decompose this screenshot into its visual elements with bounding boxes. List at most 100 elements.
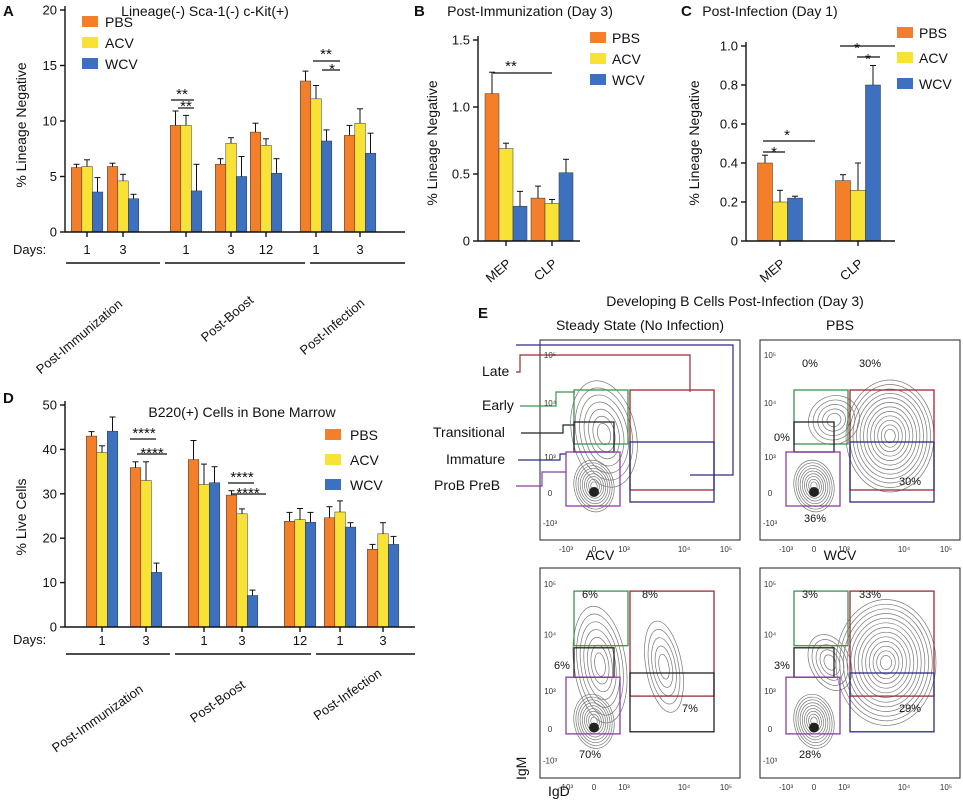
flow-y-tick-1-1: 10⁴ [764, 399, 777, 408]
panel-c-significance: * * * * [763, 40, 895, 161]
flow-gate-early-1 [793, 389, 849, 445]
flow-x-tick-3-3: 10⁴ [898, 783, 911, 792]
gate-label-immature: Immature [446, 451, 505, 467]
y-tick-label-c-4: 0.8 [720, 78, 738, 93]
gate-connector-prob [516, 471, 566, 487]
x-tick-label-d-2: 1 [200, 633, 207, 648]
flow-contour-mature-3-3 [846, 613, 926, 712]
flow-contour-mid-0-4 [588, 408, 620, 460]
flow-contour-core-1-1 [795, 462, 833, 510]
flow-y-tick-3-4: -10³ [763, 756, 778, 765]
panel-letter-a: A [3, 3, 14, 20]
flow-y-tick-1-2: 10³ [764, 453, 776, 462]
bar-d-pbs-2 [188, 459, 200, 628]
bar-d-pbs-1 [130, 467, 142, 628]
bar-d-acv-4 [294, 519, 306, 628]
sig-mark-c-2: * [854, 40, 860, 57]
x-tick-label-a-4: 12 [259, 242, 273, 257]
flow-contour-core-0-0 [573, 459, 615, 513]
flow-contour-mature-1-11 [884, 428, 896, 444]
panel-c-legend-acv: ACV [919, 50, 948, 66]
flow-contour-neck-1-0 [808, 395, 860, 445]
flow-contour-core-1-3 [799, 467, 829, 505]
flow-plot-steady-state [539, 339, 741, 541]
flow-y-tick-3-2: 10³ [764, 687, 776, 696]
flow-contour-core-3-2 [797, 699, 831, 744]
panel-d-y-label: % Live Cells [13, 478, 29, 555]
flow-contour-mature-2-2 [651, 637, 677, 697]
x-tick-label-a-0: 1 [83, 242, 90, 257]
flow-x-tick-0-4: 10⁵ [720, 545, 732, 554]
flow-contour-mature-1-4 [859, 397, 921, 475]
bar-d-acv-2 [198, 484, 210, 628]
flow-contour-core-2-1 [575, 696, 613, 746]
flow-plot-content-3: -10³ 0 10³ 10⁴ 10⁵ 10⁵ 10⁴ 10³ 0 -10³ 3% 33% 3% 29% 28… [763, 580, 952, 792]
group-label-a-1: Post-Boost [198, 292, 257, 345]
flow-percent-1-4: 36% [804, 513, 826, 525]
bar-d-pbs-6 [367, 549, 379, 628]
panel-c-bars [757, 84, 881, 242]
panel-b-title: Post-Immunization (Day 3) [447, 3, 613, 19]
flow-y-tick-3-1: 10⁴ [764, 630, 777, 639]
x-tick-label-a-2: 1 [182, 242, 189, 257]
flow-gate-early-2 [573, 590, 629, 647]
flow-contour-neck-3-0 [807, 634, 853, 691]
gate-connector-immature-dn [516, 344, 734, 476]
bar-a-wcv-5 [321, 140, 333, 233]
flow-percent-1-3: 30% [899, 476, 921, 488]
panel-b-y-label: % Lineage Negative [424, 80, 440, 206]
x-tick-label-d-3: 3 [238, 633, 245, 648]
flow-contour-mature-2-4 [658, 653, 670, 680]
y-tick-label-c-0: 0 [731, 234, 738, 249]
y-tick-label-d-5: 50 [43, 398, 57, 413]
bar-d-wcv-0 [107, 430, 119, 628]
group-label-d-1: Post-Boost [187, 677, 248, 726]
flow-contour-mature-1-6 [866, 406, 914, 466]
flow-contour-neck-1-4 [826, 412, 842, 428]
x-tick-label-d-6: 3 [379, 633, 386, 648]
flow-contour-mature-3-9 [868, 641, 904, 684]
flow-contour-mid-0-0 [570, 380, 638, 488]
panel-letter-d: D [3, 390, 14, 407]
flow-gate-late-0 [629, 389, 715, 491]
gate-label-prob-preb: ProB PreB [434, 477, 500, 493]
panel-b-significance: ** [493, 58, 552, 75]
sig-mark-a-2: ** [320, 46, 332, 63]
group-label-a-0: Post-Immunization [33, 296, 125, 377]
flow-contours-3 [793, 599, 937, 749]
flow-y-tick-3-3: 0 [768, 725, 773, 734]
flow-x-tick-3-4: 10⁵ [940, 783, 952, 792]
flow-plot-pbs [759, 339, 961, 541]
flow-contour-mid-0-1 [574, 387, 634, 481]
flow-y-tick-0-0: 10⁵ [544, 351, 556, 360]
flow-contour-core-1-4 [801, 470, 827, 502]
flow-x-tick-2-1: 0 [592, 783, 597, 792]
y-tick-label-d-4: 40 [43, 442, 57, 457]
flow-gate-prob-0 [565, 451, 621, 507]
flow-plot-content-2: -10³ 0 10³ 10⁴ 10⁵ 10⁵ 10⁴ 10³ 0 -10³ 6% 8% 6% 7% 70% [543, 580, 732, 792]
bar-b-pbs-1 [530, 197, 546, 242]
flow-x-tick-0-3: 10⁴ [678, 545, 691, 554]
panel-d-legend: PBS ACV WCV [325, 427, 383, 493]
panel-a-error-bars [73, 70, 374, 199]
bar-c-pbs-1 [835, 180, 851, 242]
flow-density-peak-0 [589, 487, 599, 497]
sig-mark-a-1: ** [180, 98, 192, 115]
flow-x-tick-0-2: 10³ [618, 545, 630, 554]
panel-c-legend-pbs: PBS [919, 25, 947, 41]
panel-a: A Lineage(-) Sca-1(-) c-Kit(+) % Lineage… [3, 3, 405, 377]
flow-y-tick-0-4: -10³ [543, 519, 558, 528]
panel-letter-b: B [414, 3, 425, 20]
flow-y-tick-2-1: 10⁴ [544, 630, 557, 639]
panel-c-legend-swatch-acv [897, 52, 913, 63]
flow-title-acv: ACV [586, 547, 615, 563]
flow-contour-mature-1-9 [877, 419, 903, 453]
panel-c-axes: 0 0.2 0.4 0.6 0.8 1.0 MEP CLP [720, 39, 895, 285]
x-tick-label-a-3: 3 [227, 242, 234, 257]
flow-percent-2-2: 6% [554, 660, 570, 672]
y-tick-label-c-5: 1.0 [720, 39, 738, 54]
panel-a-legend-acv: ACV [105, 35, 134, 51]
flow-x-tick-0-1: 0 [592, 545, 597, 554]
sig-mark-c-1: * [771, 144, 777, 161]
flow-gate-imm-1 [849, 441, 935, 503]
